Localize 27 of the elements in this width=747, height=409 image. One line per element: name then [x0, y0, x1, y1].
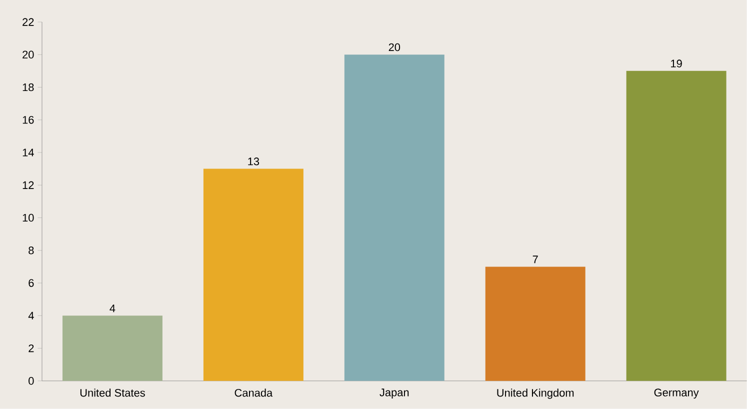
- y-tick-label: 12: [22, 181, 34, 190]
- y-tick-label: 6: [28, 279, 34, 287]
- y-tick-label: 10: [22, 214, 34, 222]
- x-tick-label: United States: [80, 388, 145, 397]
- y-tick-label: 18: [22, 83, 34, 92]
- bar: [62, 316, 162, 381]
- bar: [203, 168, 304, 381]
- bar: [485, 266, 586, 381]
- y-tick-label: 14: [22, 148, 34, 156]
- y-tick-label: 2: [28, 344, 34, 352]
- y-tick-label: 20: [22, 50, 34, 59]
- data-label: 7: [532, 256, 538, 264]
- y-tick-label: 22: [22, 18, 34, 26]
- bar: [626, 70, 726, 381]
- bar: [344, 54, 444, 381]
- data-label: 4: [110, 304, 116, 312]
- x-tick-label: Japan: [380, 388, 409, 399]
- x-tick-label: Canada: [234, 388, 273, 397]
- y-tick-label: 16: [22, 116, 34, 124]
- x-tick-label: Germany: [654, 388, 699, 399]
- data-label: 20: [388, 43, 400, 52]
- data-label: 13: [248, 158, 260, 166]
- data-label: 19: [671, 60, 682, 68]
- x-tick-label: United Kingdom: [497, 388, 574, 399]
- y-tick-label: 4: [28, 312, 34, 320]
- y-tick-label: 8: [28, 246, 34, 254]
- y-tick-label: 0: [28, 377, 34, 385]
